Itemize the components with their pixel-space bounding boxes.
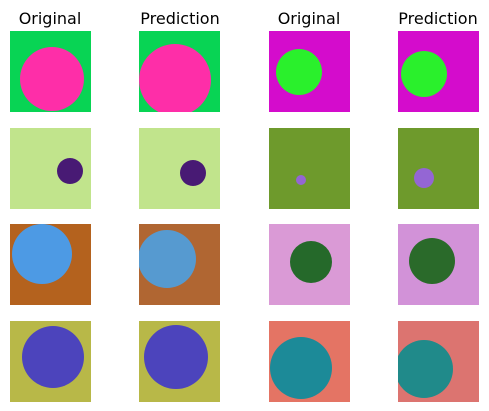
image-panel (398, 31, 479, 112)
image-panel (10, 128, 91, 209)
column-title: Original (278, 9, 341, 28)
image-panel (398, 224, 479, 305)
image-panel (10, 224, 91, 305)
image-panel (269, 224, 350, 305)
image-panel (269, 321, 350, 402)
image-panel (10, 321, 91, 402)
image-panel (139, 128, 220, 209)
image-panel (139, 224, 220, 305)
image-panel (269, 128, 350, 209)
image-panel (139, 321, 220, 402)
image-panel (10, 31, 91, 112)
image-panel (398, 321, 479, 402)
image-panel (139, 31, 220, 112)
image-panel (269, 31, 350, 112)
column-title: Prediction (140, 9, 219, 28)
image-panel (398, 128, 479, 209)
column-title: Prediction (398, 9, 477, 28)
column-title: Original (19, 9, 82, 28)
